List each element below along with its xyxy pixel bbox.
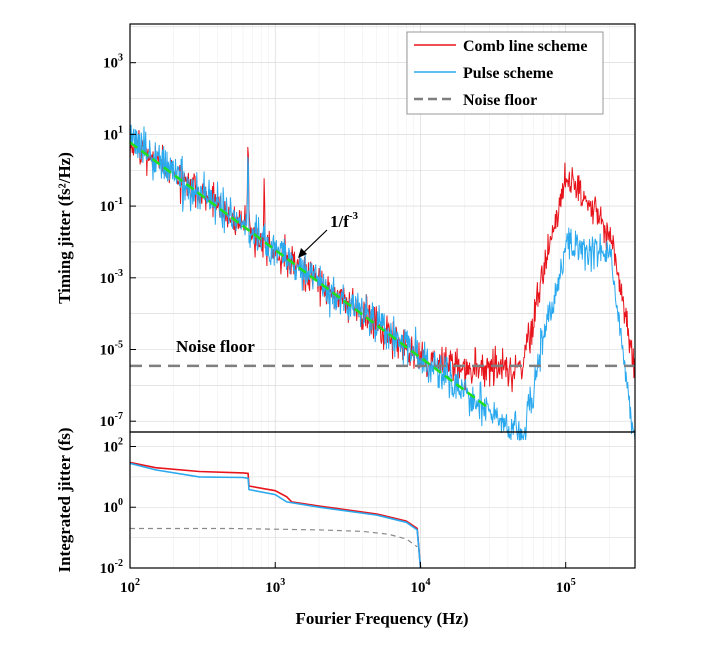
top-y-tick-label-4-exponent: -5 [115, 340, 123, 351]
x-tick-label-0-exponent: 2 [135, 577, 140, 588]
bottom-y-tick-label-2: 10-2 [100, 558, 123, 577]
x-tick-label-1-base: 10 [265, 580, 280, 596]
legend-label-comb: Comb line scheme [463, 38, 587, 55]
x-tick-label-1: 103 [265, 577, 285, 596]
noise-floor-annotation: Noise floor [176, 337, 255, 356]
bottom-y-tick-label-1-base: 10 [103, 500, 118, 516]
top-y-tick-label-3-base: 10 [100, 271, 115, 287]
x-tick-label-3-base: 10 [556, 580, 571, 596]
top-panel-grid [129, 24, 636, 432]
x-tick-label-2: 104 [410, 577, 430, 596]
top-y-tick-label-5: 10-7 [100, 411, 123, 430]
integrated-pulse-line [129, 462, 422, 569]
bottom-y-tick-label-1: 100 [103, 497, 123, 516]
top-y-tick-label-0-base: 10 [103, 56, 118, 72]
top-y-tick-label-1: 101 [103, 124, 123, 143]
integrated-comb-line [129, 461, 422, 569]
top-y-tick-label-0-exponent: 3 [118, 53, 123, 64]
x-tick-label-0-base: 10 [120, 580, 135, 596]
x-tick-label-0: 102 [120, 577, 140, 596]
top-y-tick-label-0: 103 [103, 53, 123, 72]
legend-label-noise: Noise floor [463, 92, 537, 109]
top-y-tick-label-2-exponent: -1 [115, 196, 123, 207]
top-y-axis-label: Timing jitter (fs²/Hz) [55, 152, 74, 304]
slope-annotation-arrow-head [298, 248, 307, 258]
top-y-tick-label-1-exponent: 1 [118, 124, 123, 135]
bottom-panel-frame [129, 431, 636, 569]
top-panel-series [129, 124, 636, 441]
bottom-y-tick-label-0-base: 10 [103, 439, 118, 455]
bottom-panel-grid [129, 432, 636, 569]
fit-1-over-f3-line [129, 141, 491, 410]
bottom-y-tick-label-0: 102 [103, 436, 123, 455]
top-y-axis-label-text: Timing jitter (fs²/Hz) [55, 152, 74, 304]
top-y-tick-label-3-exponent: -3 [115, 268, 123, 279]
bottom-y-tick-label-2-base: 10 [100, 561, 115, 577]
top-y-tick-label-3: 10-3 [100, 268, 123, 287]
slope-annotation: 1/f-3 [298, 210, 359, 258]
x-tick-label-3: 105 [556, 577, 576, 596]
top-y-tick-label-5-exponent: -7 [115, 411, 123, 422]
top-y-tick-label-1-base: 10 [103, 127, 118, 143]
slope-annotation-label: 1/f [330, 212, 349, 231]
bottom-y-tick-label-1-exponent: 0 [118, 497, 123, 508]
integrated-noise-floor-line [130, 527, 418, 548]
slope-annotation-exponent: -3 [349, 210, 359, 222]
x-tick-label-1-exponent: 3 [280, 577, 285, 588]
x-tick-label-2-exponent: 4 [425, 577, 430, 588]
legend: Comb line scheme Pulse scheme Noise floo… [406, 31, 604, 115]
top-y-tick-label-4-base: 10 [100, 343, 115, 359]
bottom-y-tick-label-0-exponent: 2 [118, 436, 123, 447]
pulse-scheme-psd [129, 124, 636, 441]
top-y-tick-label-4: 10-5 [100, 340, 123, 359]
top-y-tick-label-2-base: 10 [100, 199, 115, 215]
bottom-panel-series [129, 461, 422, 569]
top-y-tick-label-2: 10-1 [100, 196, 123, 215]
slope-annotation-text: 1/f-3 [330, 210, 359, 231]
bottom-y-tick-label-2-exponent: -2 [115, 558, 123, 569]
x-tick-label-2-base: 10 [410, 580, 425, 596]
x-tick-label-3-exponent: 5 [571, 577, 576, 588]
legend-label-pulse: Pulse scheme [463, 65, 553, 82]
top-y-tick-label-5-base: 10 [100, 414, 115, 430]
bottom-y-axis-label: Integrated jitter (fs) [55, 427, 74, 572]
x-axis-label: Fourier Frequency (Hz) [295, 609, 468, 628]
